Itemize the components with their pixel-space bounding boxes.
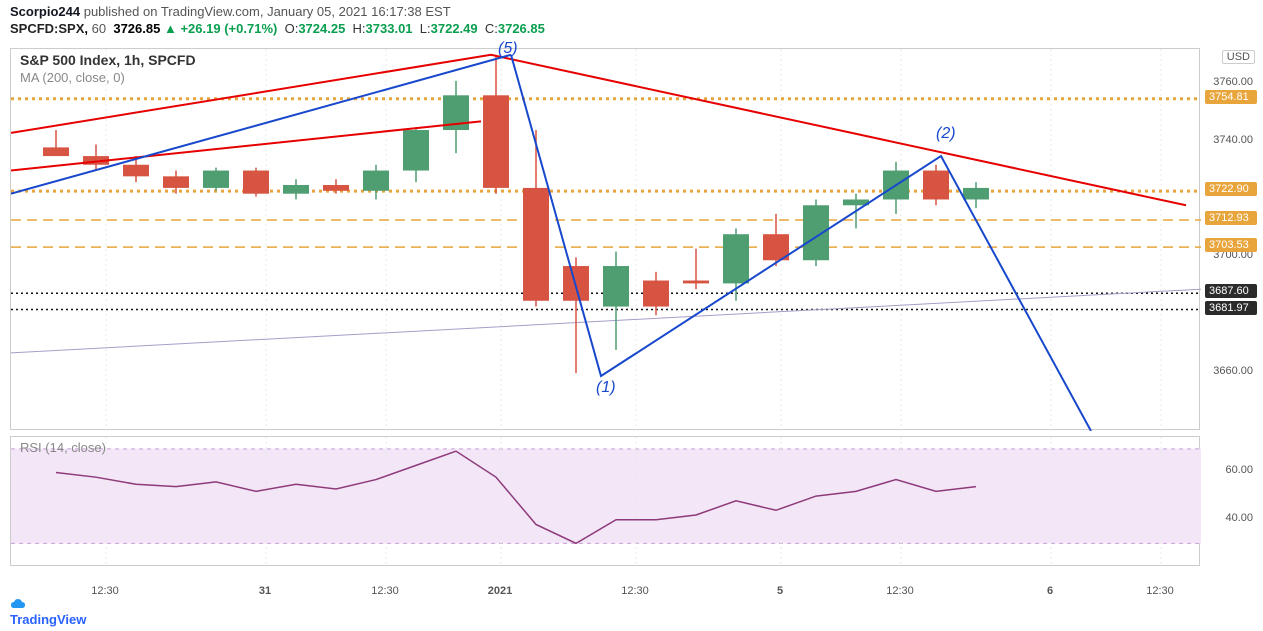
brand-text: TradingView — [10, 612, 86, 627]
time-tick: 12:30 — [886, 585, 914, 597]
price-line-label: 3703.53 — [1205, 238, 1257, 252]
time-axis: 12:30 31 12:30 2021 12:30 5 12:30 6 12:30 — [0, 585, 1203, 605]
time-tick: 6 — [1047, 585, 1053, 597]
price-line-label: 3712.93 — [1205, 211, 1257, 225]
ohlc-h: 3733.01 — [366, 21, 413, 36]
up-arrow-icon: ▲ — [164, 21, 177, 36]
interval: 60 — [92, 21, 106, 36]
ohlc-l: 3722.49 — [431, 21, 478, 36]
last-price: 3726.85 — [113, 21, 160, 36]
elliott-wave-label: (1) — [596, 379, 616, 397]
time-tick: 5 — [777, 585, 783, 597]
ohlc-c-label: C: — [485, 21, 498, 36]
price-tick: 3740.00 — [1213, 134, 1253, 146]
change: +26.19 — [180, 21, 220, 36]
change-pct: (+0.71%) — [224, 21, 277, 36]
time-tick: 12:30 — [91, 585, 119, 597]
ohlc-o: 3724.25 — [298, 21, 345, 36]
time-tick: 31 — [259, 585, 271, 597]
currency-label: USD — [1222, 50, 1255, 64]
ma-title: MA (200, close, 0) — [20, 70, 196, 85]
price-plot[interactable] — [10, 48, 1200, 430]
rsi-tick: 60.00 — [1225, 464, 1253, 476]
price-line-label: 3754.81 — [1205, 90, 1257, 104]
elliott-wave-label: (2) — [936, 125, 956, 143]
publish-header: Scorpio244 published on TradingView.com,… — [0, 0, 1263, 21]
rsi-plot[interactable] — [10, 436, 1200, 566]
price-line-label: 3681.97 — [1205, 301, 1257, 315]
quote-bar: SPCFD:SPX, 60 3726.85 ▲ +26.19 (+0.71%) … — [0, 21, 1263, 40]
published-on: published on TradingView.com, — [84, 4, 264, 19]
price-tick: 3760.00 — [1213, 76, 1253, 88]
tradingview-logo[interactable]: TradingView — [10, 596, 86, 627]
chart-container: Scorpio244 published on TradingView.com,… — [0, 0, 1263, 631]
ohlc-c: 3726.85 — [498, 21, 545, 36]
cloud-icon — [10, 596, 26, 612]
publish-timestamp: January 05, 2021 16:17:38 EST — [267, 4, 451, 19]
chart-title: S&P 500 Index, 1h, SPCFD — [20, 52, 196, 68]
time-tick: 12:30 — [371, 585, 399, 597]
rsi-tick: 40.00 — [1225, 512, 1253, 524]
chart-title-block: S&P 500 Index, 1h, SPCFD MA (200, close,… — [20, 52, 196, 85]
price-tick: 3660.00 — [1213, 365, 1253, 377]
price-line-label: 3722.90 — [1205, 182, 1257, 196]
ohlc-l-label: L: — [420, 21, 431, 36]
ohlc-o-label: O: — [285, 21, 299, 36]
author-name: Scorpio244 — [10, 4, 80, 19]
ohlc-h-label: H: — [353, 21, 366, 36]
price-line-label: 3687.60 — [1205, 284, 1257, 298]
time-tick: 12:30 — [1146, 585, 1174, 597]
time-tick: 12:30 — [621, 585, 649, 597]
time-tick: 2021 — [488, 585, 512, 597]
elliott-wave-label: (5) — [498, 40, 518, 58]
symbol: SPCFD:SPX — [10, 21, 84, 36]
rsi-title: RSI (14, close) — [20, 440, 106, 455]
